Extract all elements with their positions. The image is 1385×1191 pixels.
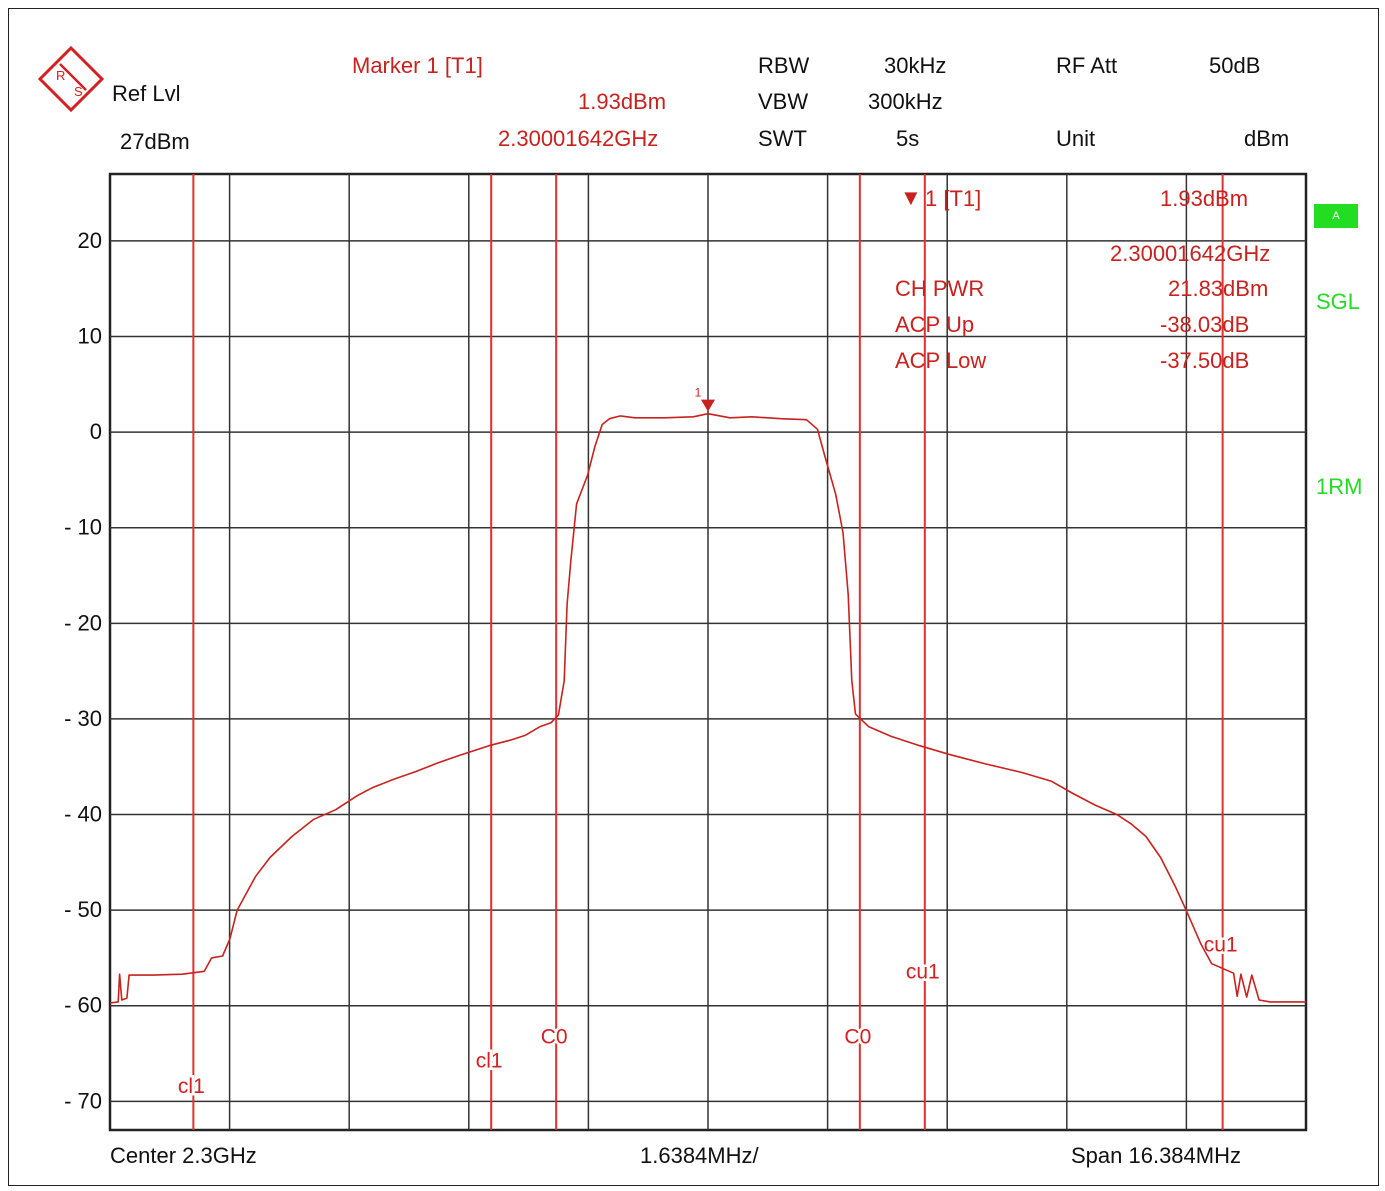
swt-value: 5s [896, 126, 920, 151]
channel-line-label: cu1 [1204, 934, 1238, 957]
spectrum-trace [109, 412, 1306, 1004]
rohde-schwarz-logo-icon: R S [37, 45, 105, 113]
vbw-value: 300kHz [868, 89, 943, 114]
panel-marker-triangle-icon: ▼ [900, 185, 922, 210]
ref-lvl-label: Ref Lvl [112, 81, 181, 106]
marker-frequency: 2.30001642GHz [498, 126, 659, 151]
sgl-indicator: SGL [1316, 289, 1361, 314]
ch-pwr-label: CH PWR [895, 276, 985, 301]
rf-att-label: RF Att [1056, 53, 1118, 78]
vbw-label: VBW [758, 89, 809, 114]
y-tick-label: - 10 [64, 515, 102, 540]
span-frequency: Span 16.384MHz [1071, 1143, 1241, 1168]
y-tick-label: - 50 [64, 897, 102, 922]
y-tick-label: 0 [90, 419, 102, 444]
channel-line-label: cu1 [906, 960, 940, 983]
analyzer-screen [8, 8, 1379, 1186]
trace-mode-indicator: 1RM [1316, 474, 1363, 499]
acp-low-value: -37.50dB [1160, 348, 1250, 373]
channel-line-label: C0 [541, 1025, 568, 1048]
center-frequency: Center 2.3GHz [110, 1143, 257, 1168]
ref-lvl-value: 27dBm [120, 129, 190, 154]
panel-marker-frequency: 2.30001642GHz [1110, 241, 1271, 266]
svg-text:S: S [74, 84, 83, 99]
unit-value: dBm [1244, 126, 1290, 151]
status-a-indicator: A [1314, 204, 1358, 228]
y-tick-label: 10 [78, 324, 102, 349]
y-tick-label: 20 [78, 228, 102, 253]
marker-1-triangle-icon [701, 399, 715, 412]
swt-label: SWT [758, 126, 807, 151]
panel-marker-level: 1.93dBm [1160, 186, 1249, 211]
svg-text:R: R [56, 68, 65, 83]
ch-pwr-value: 21.83dBm [1168, 276, 1269, 301]
panel-marker-label: 1 [T1] [925, 186, 982, 211]
y-tick-label: - 30 [64, 706, 102, 731]
marker-title: Marker 1 [T1] [352, 53, 483, 78]
y-tick-label: - 20 [64, 610, 102, 635]
unit-label: Unit [1056, 126, 1096, 151]
channel-line-label: cl1 [178, 1075, 205, 1098]
channel-line-label: cl1 [476, 1049, 503, 1072]
rbw-value: 30kHz [884, 53, 947, 78]
marker-level: 1.93dBm [578, 89, 667, 114]
acp-low-label: ACP Low [895, 348, 987, 373]
acp-up-value: -38.03dB [1160, 312, 1250, 337]
acp-up-label: ACP Up [895, 312, 975, 337]
rf-att-value: 50dB [1209, 53, 1261, 78]
division-span: 1.6384MHz/ [640, 1143, 759, 1168]
rbw-label: RBW [758, 53, 810, 78]
y-tick-label: - 70 [64, 1088, 102, 1113]
channel-line-label: C0 [844, 1025, 871, 1048]
marker-1-label: 1 [695, 386, 702, 400]
y-tick-label: - 40 [64, 802, 102, 827]
y-tick-label: - 60 [64, 993, 102, 1018]
